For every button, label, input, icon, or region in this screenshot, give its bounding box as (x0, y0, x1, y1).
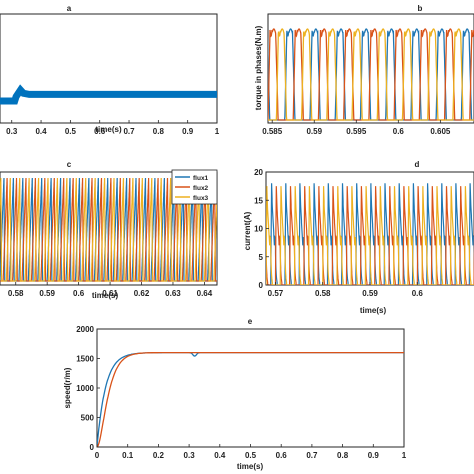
x-tick-label: 0.2 (153, 451, 165, 460)
x-tick-label: 0.5 (245, 451, 257, 460)
plot-area-a (0, 13, 218, 124)
x-tick-label: 0.9 (368, 451, 380, 460)
y-tick-label: 10 (254, 225, 263, 234)
y-tick-label: 2000 (76, 325, 94, 334)
x-tick-label: 0.605 (430, 127, 451, 136)
y-tick-label: 5 (259, 253, 264, 262)
x-tick-label: 0.6 (393, 127, 405, 136)
x-tick-label: 0.595 (346, 127, 367, 136)
y-tick-label: 15 (254, 196, 263, 205)
legend-label-3: flux3 (193, 195, 209, 202)
x-tick-label: 0.6 (94, 127, 106, 136)
y-axis-label: speed(r/m) (63, 367, 72, 408)
y-tick-label: 1000 (76, 384, 94, 393)
x-tick-label: 0.4 (35, 127, 47, 136)
x-tick-label: 0.3 (184, 451, 196, 460)
series-c-line-3 (0, 177, 217, 282)
plot-area-e (96, 328, 405, 448)
x-tick-label: 0.8 (337, 451, 349, 460)
x-tick-label: 1 (215, 127, 220, 136)
legend-label-1: flux1 (193, 175, 209, 182)
x-tick-label: 0.5 (65, 127, 77, 136)
x-tick-label: 0.59 (362, 289, 378, 298)
y-tick-label: 0 (90, 443, 95, 452)
x-tick-label: 0.6 (73, 289, 85, 298)
x-tick-label: 0.59 (306, 127, 322, 136)
x-tick-label: 0.61 (102, 289, 118, 298)
panel-title: e (248, 317, 253, 326)
x-tick-label: 0.585 (262, 127, 283, 136)
series-e-line-2 (97, 351, 404, 447)
x-tick-label: 0.62 (134, 289, 150, 298)
panel-title: a (67, 4, 72, 13)
x-tick-label: 0.59 (39, 289, 55, 298)
x-tick-label: 0.7 (123, 127, 135, 136)
x-tick-label: 0.58 (8, 289, 24, 298)
x-tick-label: 0.6 (276, 451, 288, 460)
y-axis-label: torque in phases(N.m) (254, 25, 263, 110)
panel-a (0, 13, 218, 124)
x-axis-label: time(s) (360, 306, 387, 315)
x-tick-label: 0.1 (122, 451, 134, 460)
x-tick-label: 0.7 (306, 451, 318, 460)
x-axis-label: time(s) (237, 462, 264, 471)
x-tick-label: 0.8 (153, 127, 165, 136)
x-tick-label: 0.4 (214, 451, 226, 460)
y-tick-label: 1500 (76, 355, 94, 364)
x-tick-label: 0.3 (6, 127, 18, 136)
series-d-line-2 (266, 186, 474, 285)
y-tick-label: 0 (259, 281, 264, 290)
x-tick-label: 0 (95, 451, 100, 460)
x-tick-label: 1 (402, 451, 407, 460)
x-axis-label: time(s) (95, 125, 122, 134)
series-b-line-3 (268, 28, 474, 121)
x-tick-label: 0.9 (182, 127, 194, 136)
series-b-line-2 (268, 28, 474, 121)
panel-title: d (415, 160, 420, 169)
y-tick-label: 500 (81, 414, 95, 423)
legend-label-2: flux2 (193, 185, 209, 192)
panel-title: c (67, 160, 72, 169)
panel-title: b (418, 4, 423, 13)
x-tick-label: 0.64 (197, 289, 213, 298)
series-d-line-3 (266, 186, 474, 285)
x-tick-label: 0.58 (315, 289, 331, 298)
y-tick-label: 20 (254, 168, 263, 177)
x-tick-label: 0.63 (165, 289, 181, 298)
panel-e (96, 328, 405, 448)
legend: flux1 flux2 flux3 (171, 169, 218, 205)
y-axis-label: current(A) (243, 211, 252, 250)
series-a-line (0, 84, 217, 105)
x-axis-label: time(s) (92, 291, 119, 300)
x-tick-label: 0.57 (268, 289, 284, 298)
x-tick-label: 0.6 (412, 289, 424, 298)
